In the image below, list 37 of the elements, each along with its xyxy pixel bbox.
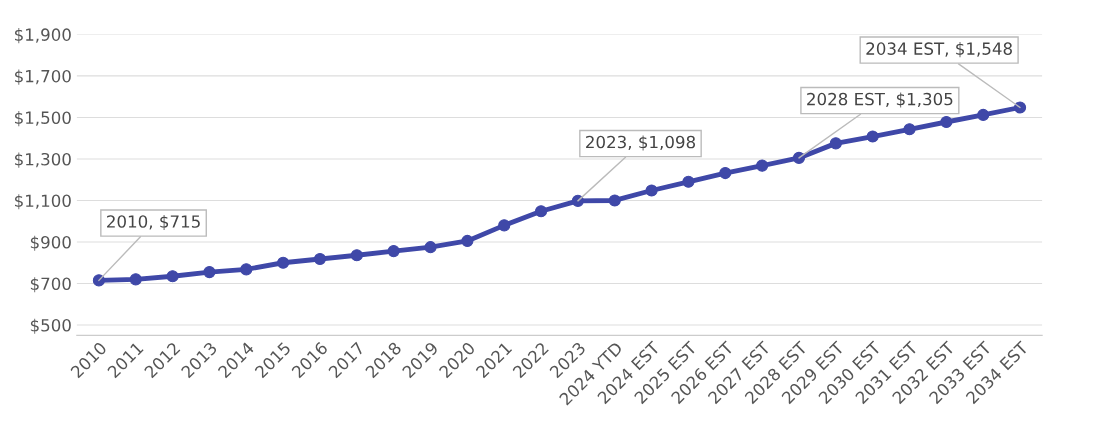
point — [792, 151, 806, 164]
annotation: 2010, $715 — [107, 214, 200, 231]
point — [166, 270, 179, 283]
point — [129, 273, 142, 286]
point — [313, 252, 327, 266]
point — [719, 166, 732, 180]
annotation: 2023, $1,098 — [586, 135, 696, 151]
y-tick-label: $900 — [30, 235, 71, 251]
point — [829, 137, 842, 150]
point — [608, 194, 621, 207]
y-tick-label: $1,500 — [14, 111, 71, 127]
y-tick-label: $500 — [30, 318, 71, 334]
annotation: 2034 EST, $1,548 — [866, 42, 1012, 58]
point — [756, 159, 769, 172]
point — [977, 108, 990, 122]
point — [203, 266, 216, 279]
point — [903, 123, 916, 136]
y-tick-label: $1,700 — [14, 69, 71, 85]
point — [645, 184, 658, 197]
point — [424, 241, 437, 254]
point — [461, 234, 474, 248]
point — [866, 130, 879, 143]
point — [240, 263, 253, 276]
y-tick-label: $1,100 — [14, 194, 71, 210]
point — [92, 274, 105, 287]
point — [277, 256, 290, 269]
point — [940, 115, 953, 129]
point — [498, 219, 511, 232]
y-tick-label: $1,900 — [14, 28, 71, 44]
point — [387, 245, 400, 258]
point — [571, 194, 584, 207]
point — [682, 175, 695, 188]
y-tick-label: $1,300 — [14, 152, 71, 168]
annotation: 2028 EST, $1,305 — [807, 92, 953, 108]
point — [350, 249, 363, 262]
y-tick-label: $700 — [30, 277, 71, 293]
point — [534, 205, 548, 218]
